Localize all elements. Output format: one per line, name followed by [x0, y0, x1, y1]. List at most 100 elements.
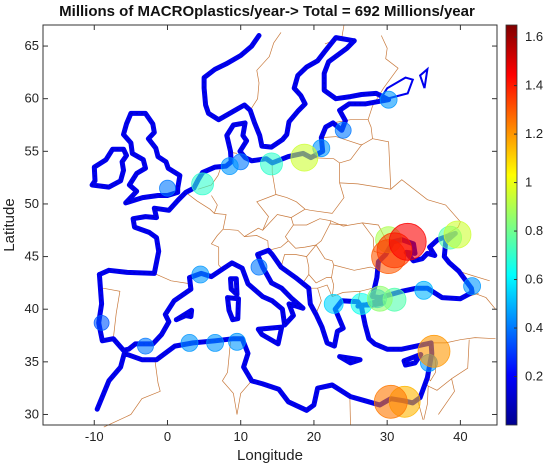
country-border	[315, 244, 335, 266]
y-tick-label: 60	[25, 91, 39, 106]
country-border	[291, 208, 306, 218]
x-tick-label: 10	[233, 429, 247, 444]
coastline-dots	[403, 353, 423, 366]
y-tick-label: 65	[25, 38, 39, 53]
country-border	[428, 378, 455, 415]
coastline-dots	[229, 278, 238, 296]
hotspot-marker	[379, 90, 398, 109]
country-border	[451, 339, 470, 379]
colorbar-tick-label: 0.2	[525, 369, 543, 384]
country-border	[332, 119, 369, 124]
country-border	[372, 138, 392, 190]
country-border	[211, 195, 218, 214]
x-axis-ticks: -10 0 10 20 30 40	[85, 25, 468, 444]
hotspot-marker	[180, 333, 199, 352]
country-border	[308, 274, 332, 284]
hotspot-marker	[93, 314, 110, 331]
hotspot-marker	[260, 152, 283, 176]
y-tick-label: 30	[25, 406, 39, 421]
lake-outline	[378, 76, 415, 102]
y-axis-label: Latitude	[1, 198, 18, 251]
country-border	[372, 35, 399, 107]
country-border	[360, 287, 373, 292]
y-tick-label: 35	[25, 354, 39, 369]
x-axis-label: Longitude	[237, 447, 303, 464]
colorbar-tick-label: 1.6	[525, 29, 543, 44]
colorbar-tick-label: 0.6	[525, 272, 543, 287]
country-border	[339, 143, 363, 164]
country-border	[262, 214, 294, 241]
hotspot-marker	[463, 277, 482, 296]
colorbar-tick-label: 1.2	[525, 126, 543, 141]
coastline-dots	[122, 112, 181, 205]
country-border	[102, 287, 121, 339]
hotspot-marker	[191, 172, 215, 196]
x-tick-label: 40	[453, 429, 467, 444]
colorbar-tick-label: 1	[525, 175, 532, 190]
country-border	[221, 341, 238, 415]
map-axes: -10 0 10 20 30 40 30 35 40 45 50 55 60 65	[25, 24, 498, 444]
coastline-dots	[96, 249, 433, 411]
country-border	[275, 157, 345, 214]
country-border	[458, 270, 490, 282]
chart-title: Millions of MACROplastics/year-> Total =…	[59, 3, 475, 20]
x-tick-label: 30	[380, 429, 394, 444]
hotspot-marker	[220, 157, 239, 176]
country-border	[317, 284, 333, 297]
hotspot-marker	[323, 293, 344, 314]
coastline-dots	[339, 356, 361, 364]
country-border	[306, 244, 317, 257]
coastline-dots	[175, 309, 193, 321]
colorbar-tick-label: 0.8	[525, 223, 543, 238]
lake-outline	[418, 66, 429, 89]
map-frame	[42, 24, 498, 426]
coastline-dots	[99, 40, 391, 276]
hotspot-marker	[191, 265, 210, 284]
country-border	[331, 264, 335, 297]
colorbar: 0.2 0.4 0.6 0.8 1 1.2 1.4 1.6	[505, 24, 543, 426]
hotspot-marker	[366, 285, 393, 312]
hotspot-marker	[334, 121, 352, 139]
hotspot-marker	[373, 384, 408, 419]
hotspot-marker	[443, 220, 472, 249]
coastline-dots	[203, 35, 355, 148]
hotspot-marker	[228, 332, 246, 351]
country-border	[308, 287, 322, 314]
colorbar-tick-label: 0.4	[525, 320, 543, 335]
y-tick-label: 40	[25, 301, 39, 316]
country-border	[288, 218, 332, 249]
y-tick-label: 50	[25, 196, 39, 211]
country-border	[154, 273, 191, 285]
x-tick-label: 20	[307, 429, 321, 444]
country-border	[236, 380, 252, 415]
hotspot-layer	[93, 90, 482, 419]
country-border	[329, 223, 347, 226]
x-tick-label: -10	[85, 429, 104, 444]
country-border	[333, 264, 378, 271]
coastline-dots	[91, 148, 128, 188]
hotspot-marker	[206, 333, 225, 352]
country-borders	[102, 24, 496, 428]
y-axis-ticks: 30 35 40 45 50 55 60 65	[25, 38, 497, 421]
country-border	[268, 240, 289, 251]
colorbar-tick-label: 1.4	[525, 78, 543, 93]
colorbar-gradient	[505, 24, 518, 426]
hotspot-marker	[250, 258, 268, 276]
y-tick-label: 45	[25, 249, 39, 264]
coastline	[225, 295, 241, 323]
hotspot-marker	[290, 143, 319, 172]
y-tick-label: 55	[25, 143, 39, 158]
hotspot-marker	[159, 179, 176, 197]
country-border	[249, 32, 282, 111]
hotspot-marker	[137, 337, 154, 355]
hotspot-marker	[414, 280, 434, 300]
hotspot-marker	[417, 334, 451, 368]
colorbar-ticks: 0.2 0.4 0.6 0.8 1 1.2 1.4 1.6	[514, 29, 543, 384]
x-tick-label: 0	[164, 429, 171, 444]
coastline-dots	[257, 326, 283, 345]
country-border	[244, 235, 269, 251]
hotspot-marker	[388, 222, 427, 261]
country-border	[103, 360, 161, 428]
country-border	[349, 394, 351, 426]
